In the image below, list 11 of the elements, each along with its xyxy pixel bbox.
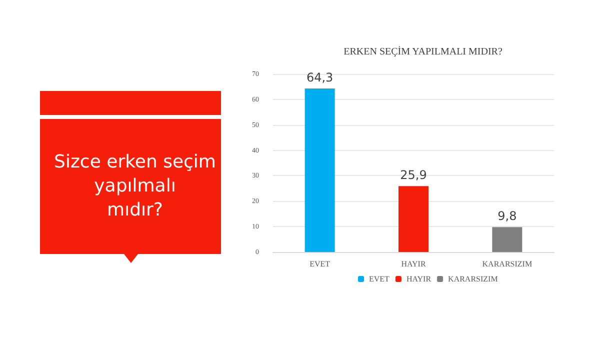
x-tick-label: KARARSIZIM [482, 260, 532, 268]
x-tick-label: HAYIR [401, 260, 426, 268]
legend-label: KARARSIZIM [448, 274, 498, 284]
data-label: 25,9 [400, 168, 427, 182]
data-label: 64,3 [306, 70, 334, 84]
data-label: 9,8 [498, 209, 517, 224]
chart-title: ERKEN SEÇİM YAPILMALI MIDIR? [344, 46, 503, 58]
text: Sizce erken seçim yapılmalı mıdır? [54, 152, 216, 220]
x-tick-label: EVET [310, 260, 330, 268]
legend-label: EVET [369, 274, 390, 284]
legend-label: HAYIR [406, 274, 432, 284]
